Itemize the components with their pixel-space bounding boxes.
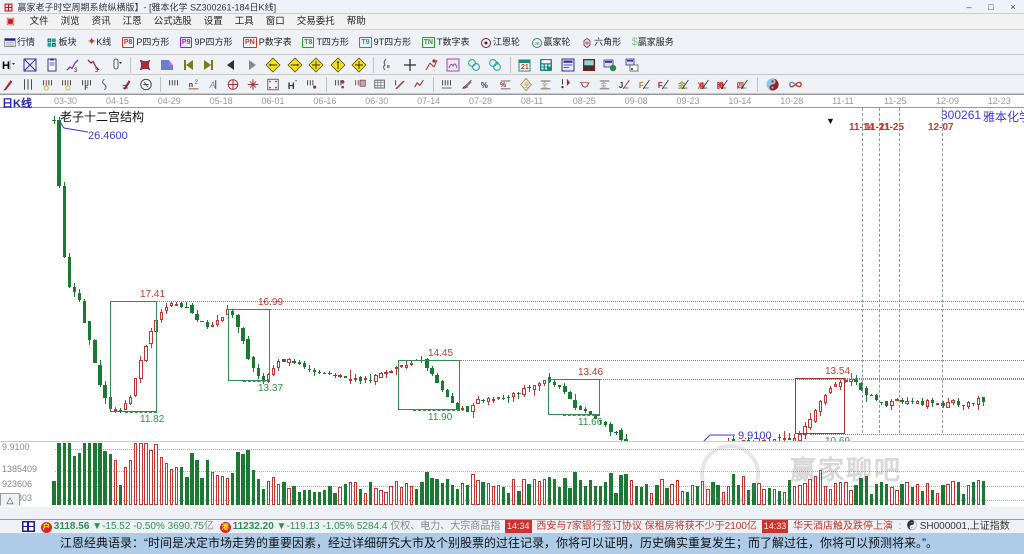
svg-text:金: 金 [601,81,607,89]
svg-text:3: 3 [74,68,78,73]
svg-text:": " [294,80,296,87]
svg-text:21: 21 [521,64,529,71]
svg-text:J: J [619,81,623,90]
svg-text:H: H [2,60,10,72]
svg-text:F: F [84,85,88,92]
svg-text:JK: JK [534,40,539,45]
svg-text:2: 2 [195,80,198,86]
svg-text:A: A [208,80,215,90]
svg-text:n: n [189,82,193,89]
svg-text:全: 全 [542,81,548,89]
svg-text:准: 准 [698,81,705,90]
svg-text:%: % [481,81,488,90]
svg-text:%: % [500,82,507,89]
svg-text:全: 全 [524,81,530,89]
svg-text:H: H [287,81,294,92]
